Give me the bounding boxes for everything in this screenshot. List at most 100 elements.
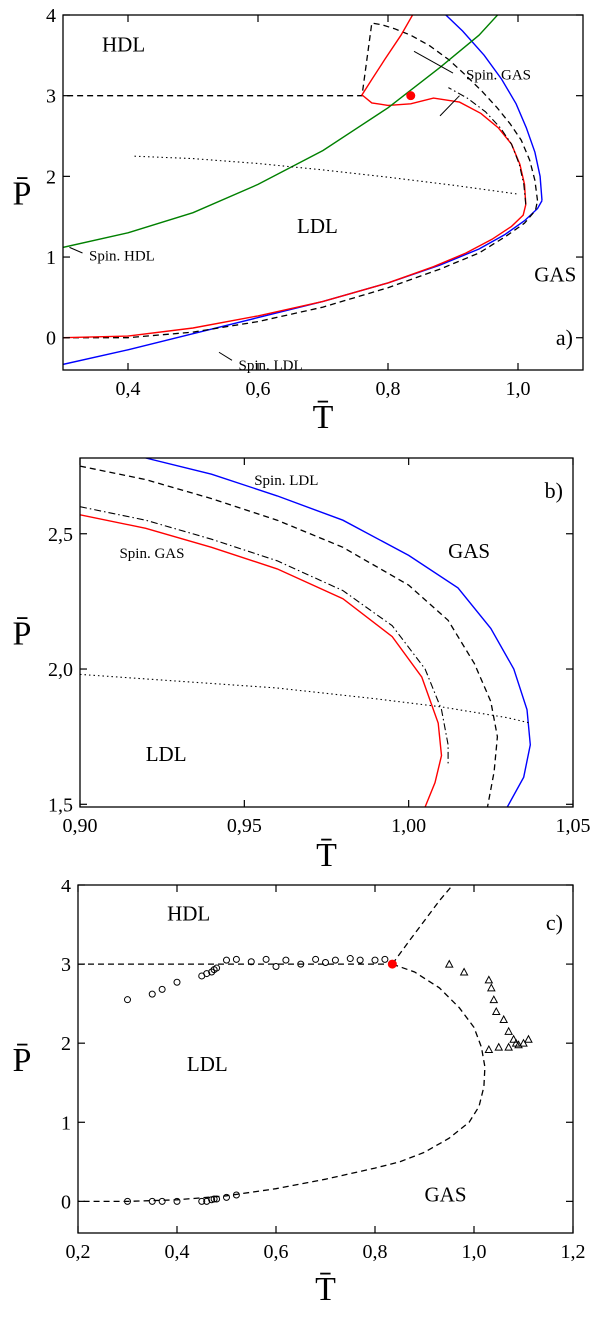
series-line-blue-0 [145, 458, 532, 807]
circle-marker [356, 956, 364, 964]
panel-tag: c) [546, 910, 563, 935]
triangle-marker [514, 1040, 523, 1049]
x-tick-label: 1,00 [391, 815, 426, 837]
circle-marker [371, 956, 379, 964]
circle-marker [173, 1197, 181, 1205]
region-label: LDL [187, 1052, 228, 1076]
series-line-black-dash-1 [391, 885, 454, 965]
triangle-marker [504, 1042, 513, 1051]
leader-line [413, 50, 454, 74]
circle-marker [203, 1197, 211, 1205]
circle-marker [213, 964, 221, 972]
plot-area [78, 885, 533, 1205]
series-line-black-dash-2 [78, 963, 486, 1203]
circle-marker [124, 1197, 131, 1205]
chart-panel-c: 0,2 0,4 0,6 0,8 1,0 1,2 0 1 2 3 4 T̄ P̄ HDL LDL GAS c) [13, 880, 586, 1308]
region-label: HDL [167, 902, 210, 926]
series-line-red-3 [80, 514, 443, 807]
critical-point [406, 91, 416, 101]
circle-marker [198, 1197, 206, 1205]
series-line-dashdot-8 [448, 87, 527, 205]
y-tick-label: 1 [61, 1112, 71, 1134]
triangle-marker [494, 1042, 504, 1051]
circle-marker [223, 1193, 230, 1201]
triangle-marker [519, 1038, 528, 1047]
x-tick-label: 0,6 [246, 378, 271, 400]
plot-area [63, 15, 543, 366]
plot-frame [77, 884, 574, 1234]
series-line-dotted-4 [80, 673, 531, 724]
circle-marker [262, 955, 270, 963]
series-line-black-dash-1 [80, 465, 499, 807]
y-tick-label: 2,5 [48, 524, 73, 546]
x-tick-label: 1,0 [506, 378, 531, 400]
y-tick-label: 2 [61, 1033, 71, 1055]
circle-marker [272, 962, 280, 970]
region-label: GAS [425, 1182, 467, 1206]
x-tick-label: 1,0 [462, 1241, 487, 1263]
circle-marker [203, 970, 211, 978]
y-tick-label: 2 [46, 166, 56, 188]
circle-marker [282, 956, 290, 964]
x-tick-label: 0,6 [264, 1241, 289, 1263]
circle-marker [148, 990, 156, 998]
panel-tag: a) [556, 325, 573, 350]
panel-tag: b) [545, 478, 563, 503]
circle-marker [158, 985, 166, 993]
series-line-red-5 [63, 204, 527, 339]
circle-marker [247, 958, 255, 966]
circle-marker [148, 1197, 156, 1205]
y-tick-label: 3 [46, 86, 56, 108]
circle-marker [381, 955, 389, 963]
x-tick-label: 0,8 [376, 378, 401, 400]
triangle-marker [491, 1006, 501, 1016]
triangle-marker [509, 1034, 518, 1043]
x-tick-label: 0,4 [165, 1241, 190, 1263]
series-line-red-4 [361, 15, 527, 205]
series-line-dotted-7 [134, 155, 519, 195]
triangle-marker [444, 959, 454, 968]
series-line-black-dash-3 [63, 200, 539, 339]
circle-marker [297, 960, 305, 968]
y-axis-title: P̄ [13, 616, 32, 653]
region-label: Spin. GAS [466, 68, 531, 84]
series-line-green-6 [63, 15, 499, 249]
circle-marker [322, 959, 329, 967]
plot-area [80, 458, 532, 807]
circle-marker [312, 955, 320, 963]
x-axis-title: T̄ [315, 1271, 336, 1308]
circle-marker [213, 1195, 221, 1203]
y-tick-label: 2,0 [48, 659, 73, 681]
circle-marker [158, 1197, 166, 1205]
x-tick-label: 0,4 [116, 378, 141, 400]
triangle-marker [484, 975, 494, 984]
circle-marker [173, 978, 181, 986]
circle-marker [124, 996, 131, 1004]
plot-frame [62, 14, 584, 371]
region-label: Spin. HDL [89, 248, 155, 264]
circle-marker [331, 956, 339, 964]
x-tick-label: 1,2 [561, 1241, 586, 1263]
triangle-marker [499, 1014, 509, 1023]
triangle-marker [504, 1026, 513, 1035]
triangle-marker [489, 995, 499, 1004]
region-label: HDL [102, 32, 145, 56]
x-tick-label: 1,05 [556, 815, 591, 837]
triangle-marker [524, 1034, 533, 1043]
y-tick-label: 4 [46, 5, 56, 27]
series-line-blue-0 [444, 15, 543, 201]
leader-line [218, 351, 233, 361]
y-tick-label: 0 [61, 1191, 71, 1213]
y-tick-label: 1,5 [48, 794, 73, 816]
region-label: GAS [448, 539, 490, 563]
leader-line [439, 95, 460, 117]
region-label: LDL [146, 742, 187, 766]
x-tick-label: 0,90 [63, 815, 98, 837]
y-axis-title: P̄ [13, 1042, 32, 1079]
x-axis-title: T̄ [316, 837, 337, 874]
x-tick-label: 0,95 [227, 815, 262, 837]
triangle-marker [484, 1044, 494, 1054]
series-line-black-dash-2 [63, 22, 539, 201]
region-label: Spin. GAS [119, 546, 184, 562]
y-tick-label: 1 [46, 247, 56, 269]
